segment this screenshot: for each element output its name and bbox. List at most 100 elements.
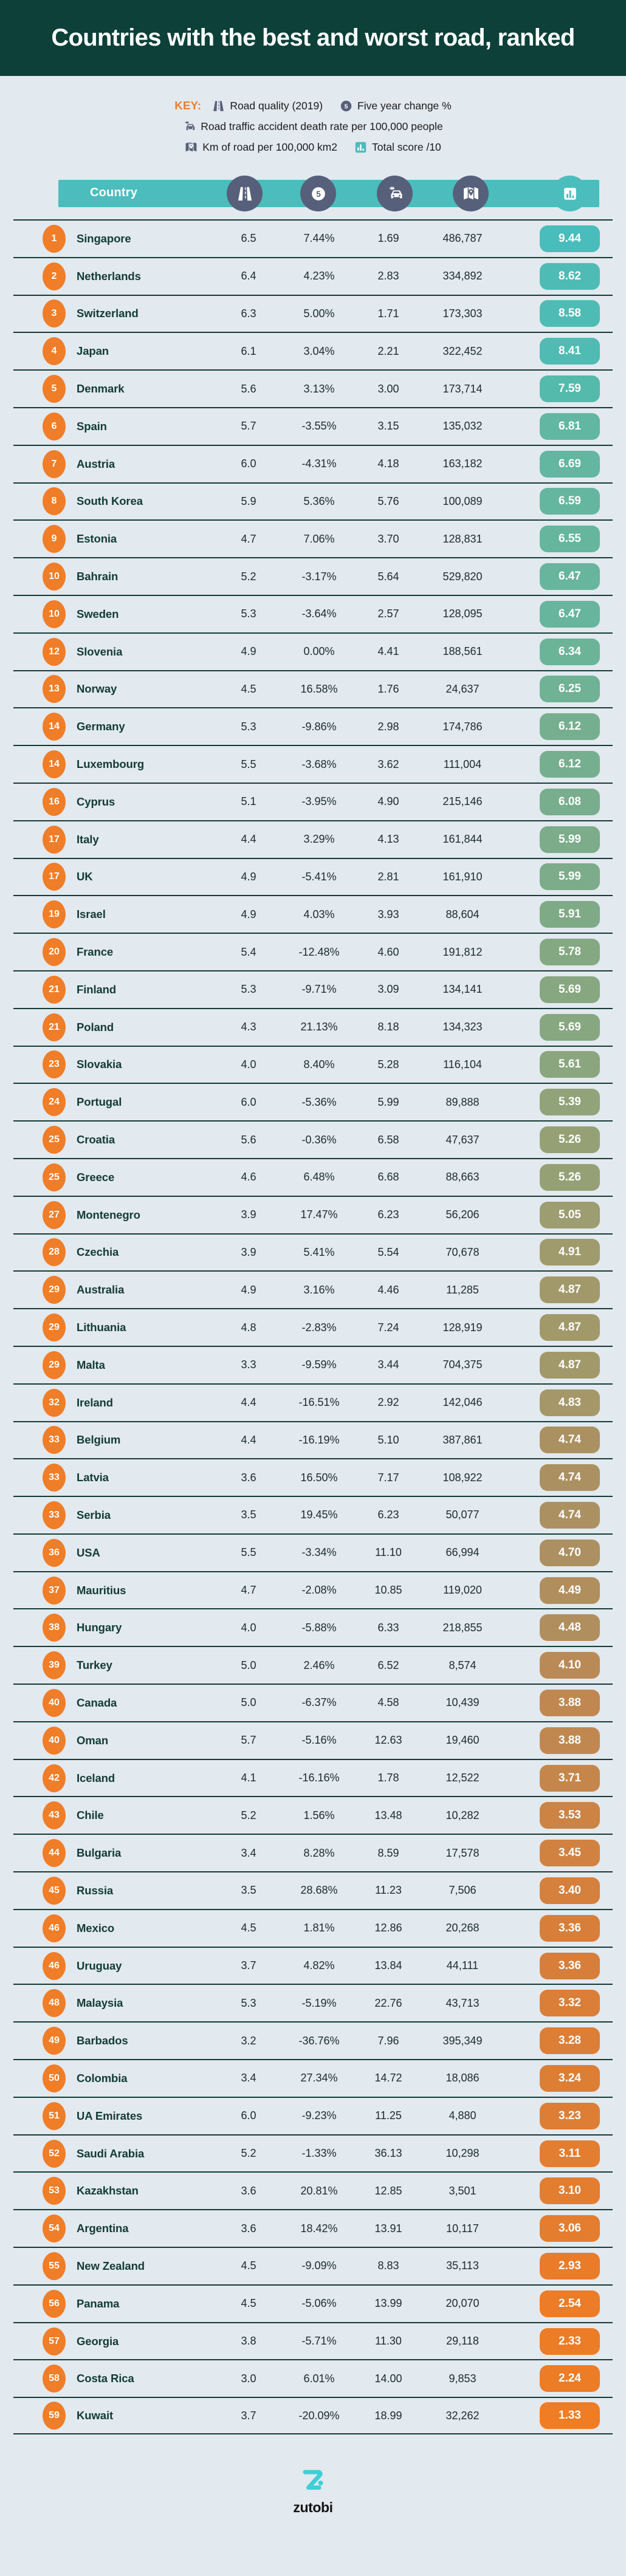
key-item-death-rate: Road traffic accident death rate per 100…	[183, 120, 443, 133]
country-name: Estonia	[77, 532, 117, 546]
death-rate-value: 14.72	[374, 2072, 402, 2084]
death-rate-value: 6.23	[377, 1509, 399, 1521]
rank-badge: 55	[43, 2252, 66, 2280]
road-quality-value: 4.9	[241, 645, 256, 658]
km-of-road-value: 44,111	[446, 1959, 479, 1972]
km-of-road-value: 66,994	[445, 1546, 480, 1559]
five-year-change-value: -20.09%	[298, 2409, 340, 2422]
rank-badge: 16	[43, 787, 66, 816]
death-rate-value: 13.84	[374, 1959, 402, 1972]
table-row: 17 UK 4.9 -5.41% 2.81 161,910 5.99	[13, 857, 613, 896]
death-rate-value: 2.57	[377, 608, 399, 620]
country-name: Japan	[77, 344, 109, 358]
death-rate-value: 11.10	[375, 1546, 402, 1559]
map-marker-icon	[463, 185, 480, 202]
key-item-road-quality: Road quality (2019)	[212, 100, 323, 112]
road-quality-value: 3.5	[241, 1509, 256, 1521]
road-icon	[236, 185, 253, 202]
country-name: Sweden	[77, 607, 119, 620]
road-quality-value: 5.2	[241, 2147, 256, 2160]
country-name: Singapore	[77, 231, 131, 245]
total-score-badge: 2.54	[540, 2290, 600, 2317]
table-row: 25 Greece 4.6 6.48% 6.68 88,663 5.26	[13, 1157, 613, 1196]
rank-badge: 56	[43, 2289, 66, 2318]
km-of-road-value: 142,046	[442, 1396, 483, 1409]
five-year-change-value: 4.03%	[303, 908, 335, 920]
total-score-badge: 5.91	[540, 901, 600, 928]
rank-badge: 59	[43, 2402, 66, 2430]
rank-badge: 33	[43, 1464, 66, 1492]
road-quality-value: 4.7	[241, 532, 256, 545]
five-year-change-value: -5.88%	[301, 1621, 337, 1634]
road-quality-value: 5.6	[241, 1133, 256, 1146]
country-name: Netherlands	[77, 269, 141, 283]
rank-badge: 20	[43, 938, 66, 967]
km-of-road-value: 18,086	[445, 2072, 480, 2084]
total-score-badge: 4.48	[540, 1614, 600, 1642]
country-name: Saudi Arabia	[77, 2146, 145, 2160]
column-header-km-of-road[interactable]	[453, 176, 489, 211]
death-rate-value: 2.81	[377, 870, 399, 883]
death-rate-value: 13.48	[374, 1809, 402, 1821]
total-score-badge: 5.61	[540, 1051, 600, 1078]
rank-badge: 37	[43, 1576, 66, 1605]
five-year-change-value: 3.04%	[303, 344, 335, 357]
five-year-change-value: 8.28%	[303, 1846, 335, 1859]
rank-badge: 29	[43, 1314, 66, 1341]
rank-badge: 12	[43, 637, 66, 666]
total-score-badge: 5.69	[540, 976, 600, 1003]
road-quality-value: 4.5	[241, 2259, 256, 2272]
country-name: Lithuania	[77, 1321, 126, 1334]
five-year-change-value: -3.95%	[301, 795, 337, 808]
country-name: Norway	[77, 682, 117, 696]
column-header-total-score[interactable]	[552, 176, 588, 211]
key-legend-row-1: KEY: Road quality (2019) 5 Five year cha…	[174, 99, 451, 112]
five-year-change-value: -36.76%	[298, 2034, 340, 2047]
road-quality-value: 6.3	[241, 307, 256, 320]
total-score-badge: 4.70	[540, 1539, 600, 1566]
total-score-badge: 3.28	[540, 2027, 600, 2055]
table-row: 10 Bahrain 5.2 -3.17% 5.64 529,820 6.47	[13, 557, 613, 595]
five-year-change-value: -4.31%	[301, 457, 337, 470]
column-header-death-rate[interactable]	[377, 176, 413, 211]
km-of-road-value: 50,077	[445, 1509, 480, 1521]
column-header-five-year-change[interactable]: 5	[300, 176, 336, 211]
five-year-change-value: 0.00%	[303, 645, 335, 658]
table-row: 37 Mauritius 4.7 -2.08% 10.85 119,020 4.49	[13, 1571, 613, 1609]
km-of-road-value: 11,285	[446, 1283, 479, 1296]
km-of-road-value: 20,268	[445, 1922, 480, 1934]
death-rate-value: 1.71	[377, 307, 399, 320]
rank-badge: 46	[43, 1951, 66, 1980]
road-quality-value: 5.6	[241, 382, 256, 395]
road-quality-value: 5.3	[241, 720, 256, 733]
five-year-change-value: -5.06%	[301, 2297, 337, 2310]
km-of-road-value: 12,522	[445, 1772, 480, 1784]
country-name: Iceland	[77, 1771, 115, 1784]
country-name: South Korea	[77, 495, 143, 508]
road-quality-value: 3.5	[241, 1884, 256, 1897]
column-header-road-quality[interactable]	[227, 176, 263, 211]
bar-chart-icon	[354, 141, 367, 154]
km-of-road-value: 56,206	[445, 1208, 480, 1221]
table-row: 21 Finland 5.3 -9.71% 3.09 134,141 5.69	[13, 970, 613, 1008]
rank-badge: 9	[43, 525, 66, 553]
table-row: 12 Slovenia 4.9 0.00% 4.41 188,561 6.34	[13, 632, 613, 670]
svg-text:5: 5	[316, 189, 321, 198]
rank-badge: 39	[43, 1651, 66, 1680]
five-year-change-value: -5.19%	[301, 1996, 337, 2009]
page-footer: zutobi	[0, 2434, 626, 2537]
total-score-badge: 4.91	[540, 1239, 600, 1266]
table-row: 9 Estonia 4.7 7.06% 3.70 128,831 6.55	[13, 519, 613, 557]
km-of-road-value: 387,861	[442, 1433, 483, 1446]
rank-badge: 52	[43, 2139, 66, 2168]
country-name: Luxembourg	[77, 758, 145, 771]
table-row: 40 Oman 5.7 -5.16% 12.63 19,460 3.88	[13, 1721, 613, 1759]
total-score-badge: 3.71	[540, 1764, 600, 1792]
km-of-road-value: 10,282	[445, 1809, 480, 1821]
death-rate-value: 7.24	[377, 1321, 399, 1334]
table-row: 36 USA 5.5 -3.34% 11.10 66,994 4.70	[13, 1533, 613, 1571]
five-year-change-value: -5.36%	[301, 1095, 337, 1108]
km-of-road-value: 174,786	[442, 720, 483, 733]
country-name: Barbados	[77, 2034, 128, 2047]
table-row: 59 Kuwait 3.7 -20.09% 18.99 32,262 1.33	[13, 2397, 613, 2435]
